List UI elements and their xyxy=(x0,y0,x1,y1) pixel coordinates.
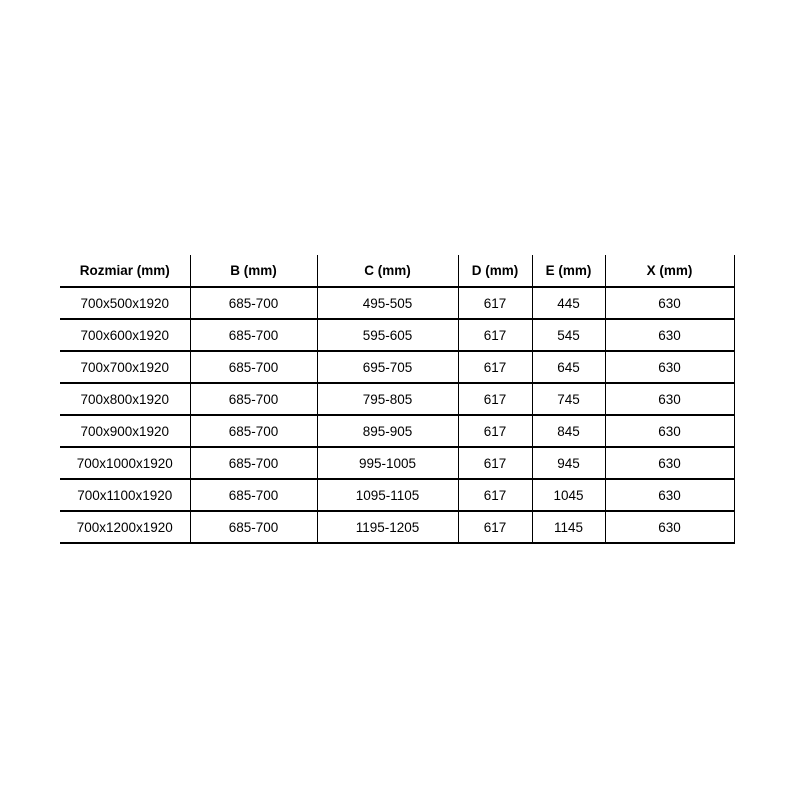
table-row: 700x900x1920 685-700 895-905 617 845 630 xyxy=(60,414,735,448)
column-header-c: C (mm) xyxy=(316,255,459,288)
table-row: 700x700x1920 685-700 695-705 617 645 630 xyxy=(60,350,735,384)
table-cell: 700x500x1920 xyxy=(60,286,191,320)
column-header-e: E (mm) xyxy=(531,255,606,288)
table-cell: 630 xyxy=(604,478,735,512)
table-cell: 700x800x1920 xyxy=(60,382,191,416)
dimensions-table: Rozmiar (mm) B (mm) C (mm) D (mm) E (mm)… xyxy=(60,255,735,544)
table-cell: 685-700 xyxy=(189,446,318,480)
table-row: 700x600x1920 685-700 595-605 617 545 630 xyxy=(60,318,735,352)
table-cell: 630 xyxy=(604,286,735,320)
table-cell: 617 xyxy=(457,446,533,480)
table-row: 700x500x1920 685-700 495-505 617 445 630 xyxy=(60,286,735,320)
table-cell: 1195-1205 xyxy=(316,510,459,544)
table-cell: 895-905 xyxy=(316,414,459,448)
table-cell: 695-705 xyxy=(316,350,459,384)
table-cell: 630 xyxy=(604,350,735,384)
table-cell: 630 xyxy=(604,318,735,352)
table-cell: 617 xyxy=(457,318,533,352)
table-cell: 700x1200x1920 xyxy=(60,510,191,544)
table-row: 700x800x1920 685-700 795-805 617 745 630 xyxy=(60,382,735,416)
column-header-b: B (mm) xyxy=(189,255,318,288)
table-cell: 495-505 xyxy=(316,286,459,320)
table-cell: 617 xyxy=(457,382,533,416)
table-cell: 630 xyxy=(604,414,735,448)
table-cell: 630 xyxy=(604,446,735,480)
table-cell: 617 xyxy=(457,286,533,320)
table-cell: 795-805 xyxy=(316,382,459,416)
table-cell: 617 xyxy=(457,478,533,512)
table-cell: 645 xyxy=(531,350,606,384)
table-cell: 685-700 xyxy=(189,478,318,512)
table-cell: 617 xyxy=(457,414,533,448)
table-cell: 617 xyxy=(457,350,533,384)
table-cell: 1145 xyxy=(531,510,606,544)
table-cell: 595-605 xyxy=(316,318,459,352)
table-cell: 685-700 xyxy=(189,414,318,448)
column-header-d: D (mm) xyxy=(457,255,533,288)
table-cell: 630 xyxy=(604,510,735,544)
table-cell: 700x600x1920 xyxy=(60,318,191,352)
table-cell: 1095-1105 xyxy=(316,478,459,512)
table-cell: 685-700 xyxy=(189,382,318,416)
table-cell: 685-700 xyxy=(189,510,318,544)
table-cell: 545 xyxy=(531,318,606,352)
table-cell: 995-1005 xyxy=(316,446,459,480)
table-cell: 617 xyxy=(457,510,533,544)
table-cell: 685-700 xyxy=(189,286,318,320)
table-cell: 945 xyxy=(531,446,606,480)
column-header-rozmiar: Rozmiar (mm) xyxy=(60,255,191,288)
table-row: 700x1200x1920 685-700 1195-1205 617 1145… xyxy=(60,510,735,544)
table-row: 700x1000x1920 685-700 995-1005 617 945 6… xyxy=(60,446,735,480)
column-header-x: X (mm) xyxy=(604,255,735,288)
table-cell: 745 xyxy=(531,382,606,416)
table-cell: 700x900x1920 xyxy=(60,414,191,448)
header-row: Rozmiar (mm) B (mm) C (mm) D (mm) E (mm)… xyxy=(60,255,735,288)
table-cell: 700x700x1920 xyxy=(60,350,191,384)
table-cell: 845 xyxy=(531,414,606,448)
table-cell: 1045 xyxy=(531,478,606,512)
table-cell: 630 xyxy=(604,382,735,416)
table-cell: 685-700 xyxy=(189,350,318,384)
table-row: 700x1100x1920 685-700 1095-1105 617 1045… xyxy=(60,478,735,512)
table-cell: 445 xyxy=(531,286,606,320)
table-cell: 685-700 xyxy=(189,318,318,352)
table-cell: 700x1100x1920 xyxy=(60,478,191,512)
table-cell: 700x1000x1920 xyxy=(60,446,191,480)
